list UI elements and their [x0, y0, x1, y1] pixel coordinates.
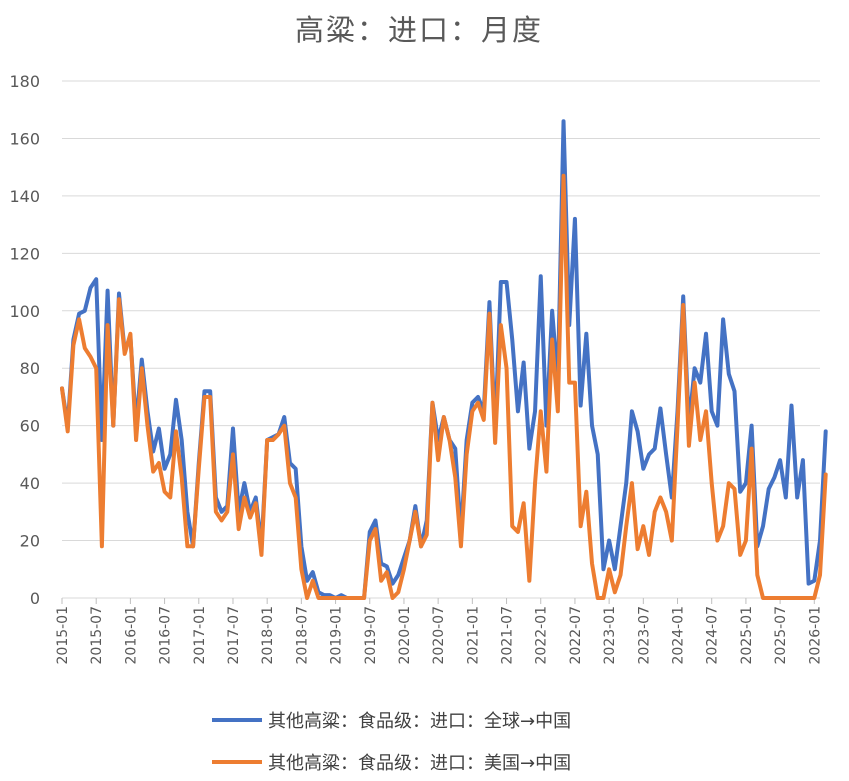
series-lines: [60, 119, 828, 600]
x-tick-label: 2023-01: [602, 606, 618, 665]
x-tick-label: 2015-07: [89, 606, 105, 665]
y-tick-label: 180: [9, 72, 40, 91]
x-tick-label: 2019-07: [363, 606, 379, 665]
x-tick-label: 2024-01: [671, 606, 687, 665]
x-tick-label: 2018-01: [260, 606, 276, 665]
x-tick-label: 2022-01: [534, 606, 550, 665]
y-tick-label: 120: [9, 244, 40, 263]
y-tick-label: 40: [20, 474, 40, 493]
x-tick-label: 2016-01: [123, 606, 139, 665]
legend-item-global: 其他高粱：食品级：进口：全球→中国: [212, 711, 571, 732]
y-tick-label: 0: [30, 589, 40, 608]
y-tick-label: 140: [9, 187, 40, 206]
x-tick-label: 2017-01: [192, 606, 208, 665]
series-line-global: [60, 119, 828, 600]
y-tick-label: 100: [9, 302, 40, 321]
y-tick-label: 20: [20, 532, 40, 551]
x-tick-label: 2025-07: [773, 606, 789, 665]
x-tick-label: 2019-01: [329, 606, 345, 665]
legend-label-global: 其他高粱：食品级：进口：全球→中国: [268, 711, 571, 732]
x-tick-label: 2015-01: [55, 606, 71, 665]
x-tick-label: 2025-01: [739, 606, 755, 665]
y-tick-label: 160: [9, 129, 40, 148]
legend: 其他高粱：食品级：进口：全球→中国 其他高粱：食品级：进口：美国→中国: [212, 711, 571, 774]
x-tick-label: 2018-07: [294, 606, 310, 665]
legend-item-usa: 其他高粱：食品级：进口：美国→中国: [212, 753, 571, 774]
series-line-usa: [60, 173, 828, 600]
x-tick-label: 2020-07: [431, 606, 447, 665]
x-tick-label: 2021-01: [465, 606, 481, 665]
x-axis: 2015-01 2015-07 2016-01 2016-07 2017-01 2017-…: [55, 598, 823, 665]
x-tick-label: 2017-07: [226, 606, 242, 665]
y-tick-label: 60: [20, 417, 40, 436]
x-tick-label: 2026-01: [807, 606, 823, 665]
y-axis: 0 20 40 60 80 100 120 140 160 180: [9, 72, 40, 608]
x-tick-label: 2021-07: [500, 606, 516, 665]
legend-label-usa: 其他高粱：食品级：进口：美国→中国: [268, 753, 571, 774]
x-tick-label: 2023-07: [636, 606, 652, 665]
x-tick-label: 2020-01: [397, 606, 413, 665]
chart-title: 高粱：进口：月度: [295, 13, 543, 47]
x-tick-label: 2016-07: [158, 606, 174, 665]
x-tick-label: 2024-07: [705, 606, 721, 665]
y-tick-label: 80: [20, 359, 40, 378]
x-tick-label: 2022-07: [568, 606, 584, 665]
